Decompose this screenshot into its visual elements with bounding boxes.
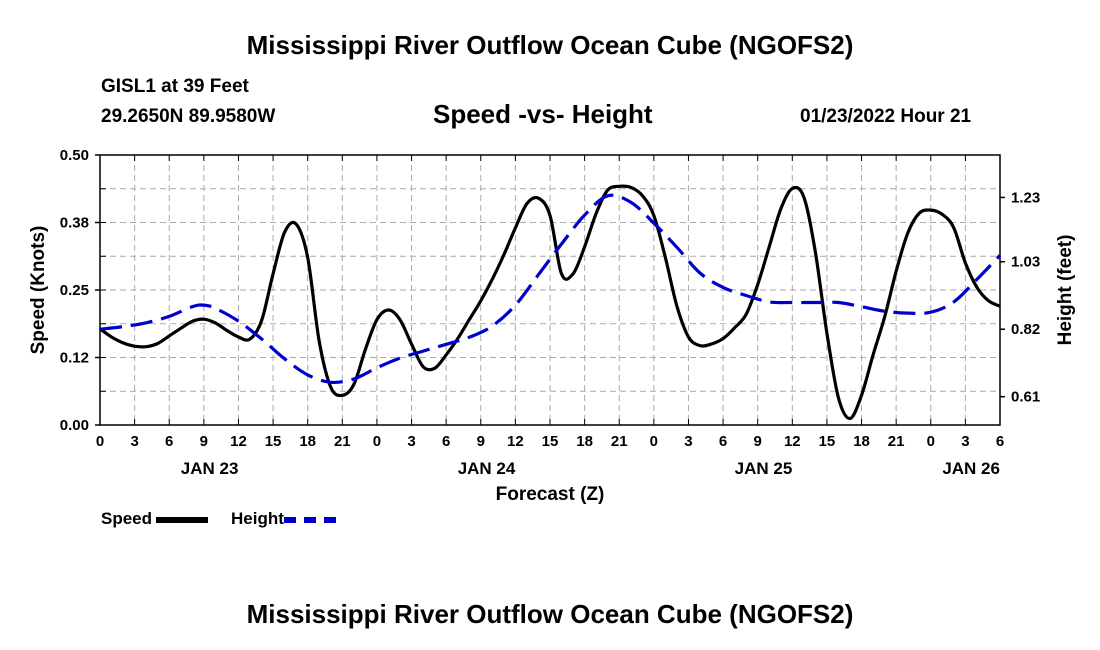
x-tick-label: 6 (996, 433, 1004, 450)
y2-axis-title: Height (feet) (1055, 235, 1076, 346)
x-tick-label: 12 (230, 433, 247, 450)
chart-subtitle: Speed -vs- Height (433, 99, 653, 129)
x-tick-label: 0 (96, 433, 104, 450)
legend-height-label: Height (231, 509, 284, 528)
x-tick-label: 3 (130, 433, 138, 450)
x-tick-label: 0 (927, 433, 935, 450)
legend-height-swatch (283, 517, 336, 523)
x-tick-label: 12 (507, 433, 524, 450)
y-tick-label: 0.25 (60, 282, 89, 299)
x-tick-label: 21 (888, 433, 905, 450)
x-tick-label: 6 (442, 433, 450, 450)
x-tick-label: 15 (542, 433, 559, 450)
legend-speed-label: Speed (101, 509, 153, 528)
x-tick-label: 15 (265, 433, 282, 450)
y2-tick-label: 0.82 (1011, 321, 1040, 338)
station-coordinates: 29.2650N 89.9580W (101, 106, 276, 127)
legend-speed-swatch (156, 517, 209, 523)
series-line-speed (99, 184, 1001, 421)
x-tick-label: 18 (576, 433, 593, 450)
x-tick-label: 21 (611, 433, 628, 450)
x-day-label: JAN 26 (942, 459, 1000, 478)
x-tick-label: 9 (754, 433, 762, 450)
x-day-label: JAN 23 (181, 459, 239, 478)
y-tick-label: 0.00 (60, 417, 89, 434)
x-tick-label: 18 (299, 433, 316, 450)
legend-speed: Speed (101, 509, 209, 529)
y2-tick-label: 0.61 (1011, 389, 1040, 406)
x-tick-label: 21 (334, 433, 351, 450)
series-line-height (99, 193, 1002, 385)
legend-height: Height (231, 509, 336, 529)
station-name: GISL1 at 39 Feet (101, 76, 249, 97)
chart-title-bottom: Mississippi River Outflow Ocean Cube (NG… (246, 599, 854, 629)
y-tick-label: 0.38 (60, 215, 89, 232)
y2-tick-label: 1.23 (1011, 189, 1040, 206)
x-day-label: JAN 24 (458, 459, 516, 478)
x-tick-label: 9 (477, 433, 485, 450)
x-tick-label: 6 (719, 433, 727, 450)
y-tick-label: 0.12 (60, 350, 89, 367)
x-tick-label: 3 (407, 433, 415, 450)
x-day-label: JAN 25 (735, 459, 793, 478)
x-tick-label: 3 (961, 433, 969, 450)
x-tick-label: 12 (784, 433, 801, 450)
x-tick-label: 18 (853, 433, 870, 450)
forecast-datetime: 01/23/2022 Hour 21 (800, 106, 972, 127)
x-tick-label: 15 (819, 433, 836, 450)
chart-title-top: Mississippi River Outflow Ocean Cube (NG… (246, 30, 854, 60)
y2-tick-label: 1.03 (1011, 254, 1040, 271)
x-axis-title: Forecast (Z) (496, 484, 605, 505)
y-axis-title: Speed (Knots) (28, 226, 49, 355)
x-tick-label: 0 (650, 433, 658, 450)
x-tick-label: 3 (684, 433, 692, 450)
x-tick-label: 0 (373, 433, 381, 450)
y-tick-label: 0.50 (60, 147, 89, 164)
x-tick-label: 9 (200, 433, 208, 450)
x-tick-label: 6 (165, 433, 173, 450)
